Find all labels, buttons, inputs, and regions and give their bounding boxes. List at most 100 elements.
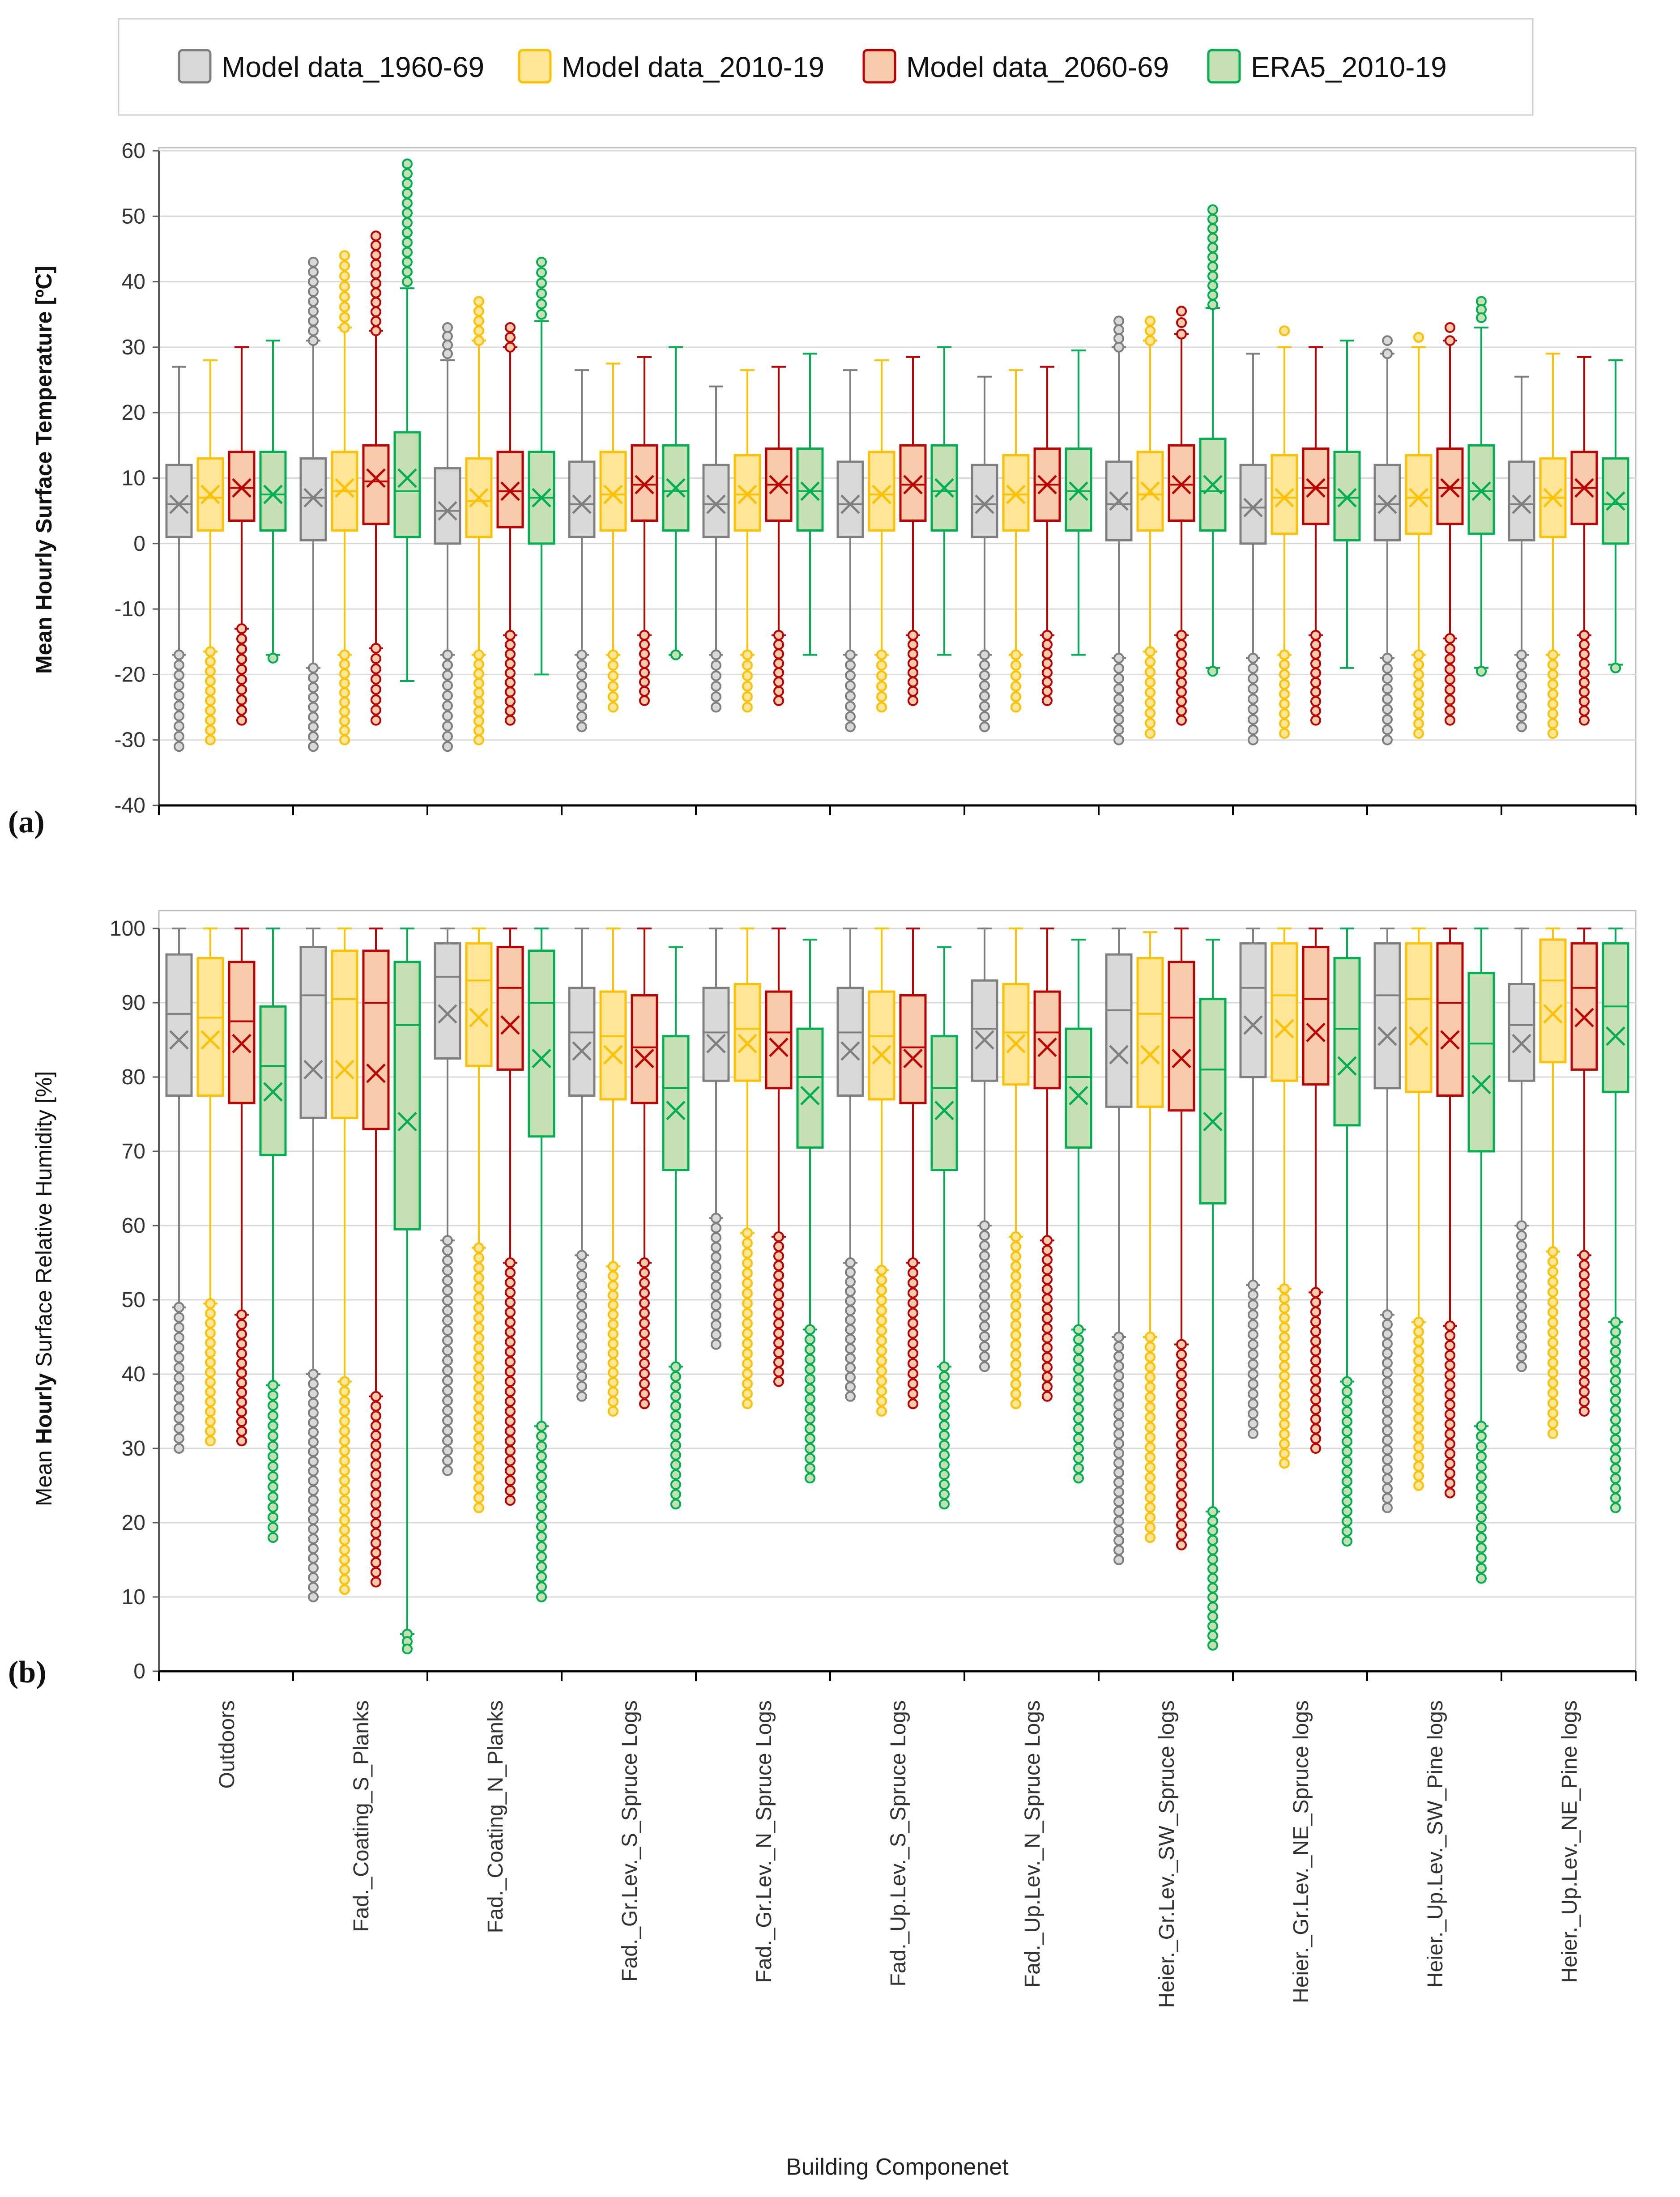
panel-a-y-tick-label: 20: [122, 401, 145, 425]
outlier-low: [939, 1391, 950, 1402]
category-label-5: Fad._Gr.Lev._N_Spruce Logs: [752, 1700, 776, 1983]
outlier-low: [1145, 1392, 1156, 1403]
panel-b-box-11-1: [1508, 928, 1535, 1372]
outlier-low: [908, 1257, 918, 1268]
panel-b-box-1-1: [165, 928, 193, 1454]
outlier-low: [205, 685, 216, 696]
outlier-high: [1207, 242, 1218, 253]
outlier-low: [1310, 1394, 1321, 1405]
outlier-low: [876, 681, 887, 692]
outlier-low: [1011, 691, 1021, 703]
panel-b-y-tick-label: 60: [122, 1214, 145, 1238]
outlier-high: [1176, 317, 1187, 328]
outlier-low: [639, 1388, 650, 1399]
outlier-low: [308, 1378, 319, 1389]
outlier-low: [1310, 1384, 1321, 1396]
outlier-low: [1042, 1362, 1053, 1373]
outlier-low: [576, 1250, 587, 1261]
mean-marker: [800, 1086, 820, 1106]
outlier-low: [742, 702, 753, 713]
outlier-low: [805, 1374, 815, 1385]
outlier-low: [1113, 1360, 1124, 1371]
box-iqr: [1302, 447, 1330, 525]
outlier-low: [773, 1289, 784, 1300]
outlier-low: [608, 1270, 618, 1282]
mean-marker: [1006, 1034, 1026, 1054]
mean-marker: [500, 1015, 520, 1035]
outlier-high: [402, 256, 413, 268]
outlier-high: [308, 296, 319, 307]
panel-a-y-tick-label: 40: [122, 270, 145, 294]
outlier-low: [1042, 1254, 1053, 1265]
outlier-low: [608, 1261, 618, 1272]
outlier-high: [505, 332, 516, 343]
outlier-low: [1516, 1240, 1527, 1252]
outlier-low: [505, 1445, 516, 1456]
outlier-high: [536, 256, 547, 268]
outlier-high: [1207, 251, 1218, 263]
outlier-low: [1145, 707, 1156, 719]
outlier-low: [371, 1547, 381, 1558]
panel-a-box-6-1: [836, 369, 864, 732]
panel-a-y-tick-label: -10: [115, 597, 145, 621]
panel-b-box-5-3: [765, 928, 793, 1387]
panel-b-box-9-3: [1302, 928, 1330, 1454]
outlier-low: [939, 1410, 950, 1422]
outlier-low: [1382, 694, 1393, 705]
outlier-low: [1145, 1472, 1156, 1483]
outlier-low: [236, 623, 247, 634]
outlier-high: [402, 247, 413, 258]
outlier-low: [1579, 658, 1590, 669]
outlier-high: [473, 315, 484, 327]
panel-a-box-1-1: [165, 366, 193, 752]
outlier-low: [371, 1401, 381, 1412]
outlier-low: [1445, 1379, 1455, 1390]
box-iqr: [1602, 942, 1629, 1093]
mean-marker: [666, 1100, 686, 1120]
outlier-low: [1145, 1442, 1156, 1453]
panel-b-y-tick-label: 30: [122, 1437, 145, 1460]
outlier-low: [908, 1358, 918, 1369]
outlier-low: [1476, 1553, 1487, 1564]
outlier-low: [576, 680, 587, 691]
outlier-high: [473, 306, 484, 317]
outlier-low: [371, 673, 381, 685]
outlier-low: [1073, 1374, 1084, 1385]
outlier-low: [608, 1367, 618, 1378]
outlier-high: [371, 297, 381, 308]
outlier-low: [711, 1281, 721, 1292]
outlier-low: [1548, 1327, 1558, 1338]
outlier-low: [576, 721, 587, 732]
outlier-low: [1610, 1316, 1621, 1328]
outlier-low: [308, 1485, 319, 1496]
outlier-low: [236, 1387, 247, 1398]
outlier-low: [670, 1499, 681, 1510]
outlier-low: [1445, 1458, 1455, 1469]
box-iqr: [631, 444, 658, 522]
outlier-low: [1310, 1326, 1321, 1337]
outlier-high: [371, 316, 381, 327]
outlier-low: [371, 663, 381, 674]
box-iqr: [1405, 454, 1433, 535]
outlier-high: [1113, 315, 1124, 327]
outlier-low: [773, 1367, 784, 1378]
outlier-low: [1279, 1351, 1290, 1362]
outlier-low: [670, 1420, 681, 1431]
panel-a-box-5-3: [765, 366, 793, 706]
panel-a-box-9-4: [1333, 340, 1361, 669]
outlier-low: [1176, 1459, 1187, 1470]
outlier-low: [505, 705, 516, 716]
outlier-low: [1176, 1369, 1187, 1380]
panel-a-box-5-1: [702, 385, 730, 713]
box-iqr: [1467, 972, 1495, 1153]
mean-marker: [1069, 481, 1088, 501]
outlier-high: [1382, 348, 1393, 359]
outlier-low: [236, 1358, 247, 1369]
outlier-low: [1279, 1458, 1290, 1469]
outlier-low: [1145, 1522, 1156, 1533]
outlier-low: [1145, 646, 1156, 657]
mean-marker: [706, 1034, 726, 1054]
outlier-low: [339, 1396, 350, 1407]
outlier-low: [371, 1420, 381, 1431]
outlier-low: [773, 1318, 784, 1329]
